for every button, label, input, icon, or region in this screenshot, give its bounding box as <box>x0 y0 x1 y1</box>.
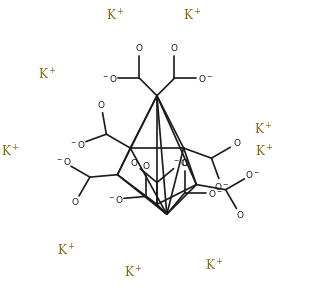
Text: $^-$O: $^-$O <box>55 156 72 167</box>
Text: K$^+$: K$^+$ <box>106 8 125 23</box>
Text: K$^+$: K$^+$ <box>205 258 223 273</box>
Text: $^-$O: $^-$O <box>100 73 117 84</box>
Text: O$^-$: O$^-$ <box>214 182 229 192</box>
Text: O: O <box>98 101 105 110</box>
Text: O: O <box>237 211 244 220</box>
Text: O: O <box>171 44 178 53</box>
Text: O: O <box>131 159 138 168</box>
Text: O$^-$: O$^-$ <box>197 73 212 84</box>
Text: $^-$O: $^-$O <box>69 139 86 150</box>
Text: O$^-$: O$^-$ <box>208 188 223 199</box>
Text: K$^+$: K$^+$ <box>1 144 19 160</box>
Text: K$^+$: K$^+$ <box>254 123 273 138</box>
Text: O$^-$: O$^-$ <box>245 169 260 180</box>
Text: K$^+$: K$^+$ <box>255 144 274 160</box>
Text: O: O <box>136 44 143 53</box>
Text: O: O <box>142 162 149 171</box>
Text: $^-$O: $^-$O <box>107 194 124 205</box>
Text: O: O <box>181 159 188 168</box>
Text: K$^+$: K$^+$ <box>124 265 143 280</box>
Text: K$^+$: K$^+$ <box>57 243 75 258</box>
Text: K$^+$: K$^+$ <box>38 67 56 82</box>
Text: O: O <box>71 198 79 207</box>
Text: $^-$O: $^-$O <box>172 157 189 169</box>
Text: O: O <box>234 139 241 148</box>
Text: K$^+$: K$^+$ <box>183 8 202 23</box>
